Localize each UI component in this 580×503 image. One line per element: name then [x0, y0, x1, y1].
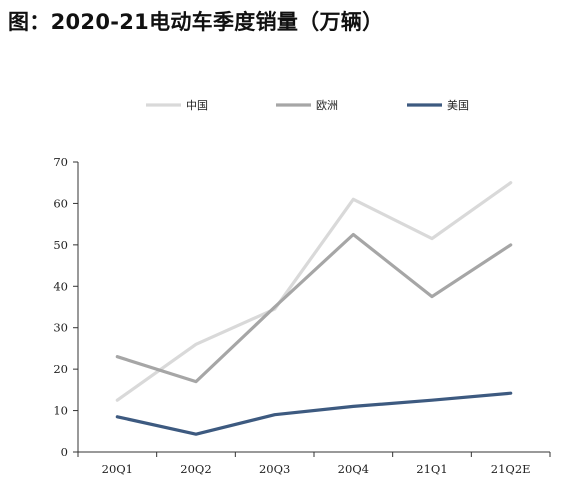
series-lines — [115, 181, 513, 436]
legend-label-0: 中国 — [186, 99, 208, 112]
y-tick-label: 50 — [53, 238, 68, 252]
x-tick-label: 20Q1 — [102, 462, 133, 476]
y-tick-label: 0 — [61, 445, 68, 459]
x-tick-label: 21Q1 — [416, 462, 447, 476]
y-tick-label: 30 — [53, 321, 68, 335]
series-line-0 — [115, 181, 513, 402]
y-tick-label: 20 — [53, 362, 68, 376]
series-line-1 — [115, 232, 513, 384]
y-tick-label: 70 — [53, 155, 68, 169]
x-tick-label: 20Q2 — [180, 462, 211, 476]
x-tick-label: 20Q3 — [259, 462, 290, 476]
y-tick-label: 40 — [53, 279, 68, 293]
axes: 0 10 20 30 40 50 60 70 20Q1 20Q2 20Q3 20Q4 21Q1 21Q2E — [53, 155, 551, 476]
legend-label-2: 美国 — [447, 99, 469, 112]
legend: 中国 欧洲 美国 — [146, 99, 469, 112]
x-tick-label: 20Q4 — [338, 462, 369, 476]
series-line-2 — [115, 391, 513, 436]
legend-label-1: 欧洲 — [316, 99, 338, 112]
y-tick-label: 60 — [53, 196, 68, 210]
chart-title: 图：2020-21电动车季度销量（万辆） — [8, 10, 384, 34]
x-tick-label: 21Q2E — [491, 462, 531, 476]
y-tick-label: 10 — [53, 404, 68, 418]
